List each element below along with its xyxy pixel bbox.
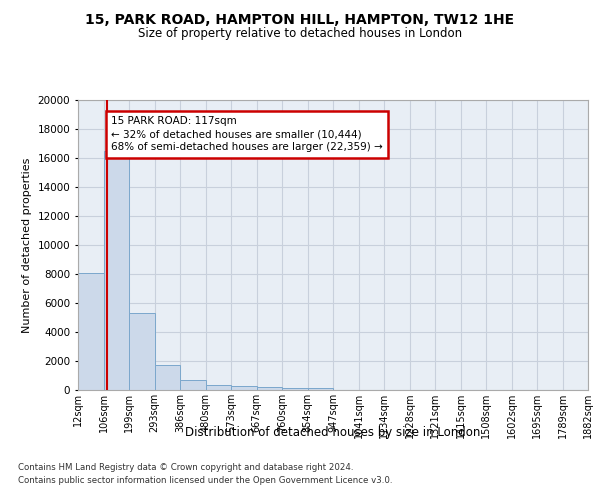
- Y-axis label: Number of detached properties: Number of detached properties: [22, 158, 32, 332]
- Bar: [282, 388, 308, 390]
- Bar: [308, 388, 333, 390]
- Text: Distribution of detached houses by size in London: Distribution of detached houses by size …: [185, 426, 481, 439]
- Text: Contains public sector information licensed under the Open Government Licence v3: Contains public sector information licen…: [18, 476, 392, 485]
- Bar: [257, 387, 282, 390]
- Bar: [206, 385, 231, 390]
- Bar: [231, 386, 257, 390]
- Text: Size of property relative to detached houses in London: Size of property relative to detached ho…: [138, 28, 462, 40]
- Text: Contains HM Land Registry data © Crown copyright and database right 2024.: Contains HM Land Registry data © Crown c…: [18, 464, 353, 472]
- Text: 15, PARK ROAD, HAMPTON HILL, HAMPTON, TW12 1HE: 15, PARK ROAD, HAMPTON HILL, HAMPTON, TW…: [85, 12, 515, 26]
- Bar: [104, 151, 129, 390]
- Bar: [78, 272, 104, 390]
- Bar: [155, 364, 180, 390]
- Text: 15 PARK ROAD: 117sqm
← 32% of detached houses are smaller (10,444)
68% of semi-d: 15 PARK ROAD: 117sqm ← 32% of detached h…: [111, 116, 382, 152]
- Bar: [180, 380, 206, 390]
- Bar: [129, 313, 155, 390]
